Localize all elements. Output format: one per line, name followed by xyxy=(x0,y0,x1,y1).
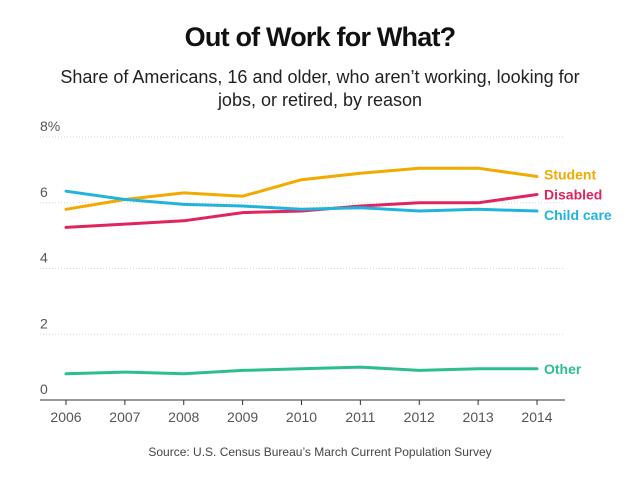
series-line-disabled xyxy=(64,193,539,229)
x-axis-ticks: 2006 2007 2008 2009 2010 2011 2012 2013 2014 xyxy=(50,400,553,425)
source-note: Source: U.S. Census Bureau’s March Curre… xyxy=(148,445,492,459)
gridlines xyxy=(40,136,565,335)
x-tick-label: 2008 xyxy=(168,409,199,425)
x-tick-label: 2009 xyxy=(227,409,258,425)
y-tick-label: 4 xyxy=(40,250,48,266)
series-label-child-care: Child care xyxy=(544,207,612,223)
y-axis-ticks: 0 2 4 6 8% xyxy=(40,118,60,397)
x-tick-label: 2010 xyxy=(286,409,317,425)
y-tick-label: 6 xyxy=(40,184,48,200)
chart-title: Out of Work for What? xyxy=(184,22,456,52)
y-tick-label: 8% xyxy=(40,118,60,134)
series-labels: Student Disabled Child care Other xyxy=(544,166,612,376)
x-tick-label: 2007 xyxy=(109,409,140,425)
x-tick-label: 2014 xyxy=(521,409,552,425)
y-tick-label: 2 xyxy=(40,315,48,331)
x-tick-label: 2006 xyxy=(50,409,81,425)
series-line-child-care xyxy=(64,189,539,213)
series-label-student: Student xyxy=(544,166,596,182)
series-line-other xyxy=(64,365,539,376)
series-line-student xyxy=(64,166,539,211)
series-lines xyxy=(64,166,539,376)
x-tick-label: 2011 xyxy=(345,409,375,425)
chart-subtitle: Share of Americans, 16 and older, who ar… xyxy=(60,67,580,110)
series-label-other: Other xyxy=(544,361,582,377)
y-tick-label: 0 xyxy=(40,381,48,397)
x-tick-label: 2012 xyxy=(404,409,435,425)
series-label-disabled: Disabled xyxy=(544,187,602,203)
x-tick-label: 2013 xyxy=(463,409,494,425)
